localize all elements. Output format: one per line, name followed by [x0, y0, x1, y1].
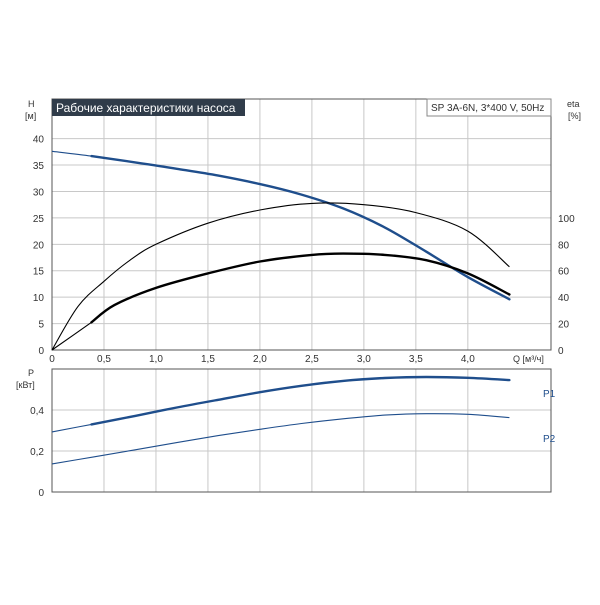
power-axis-unit: [кВт]: [16, 380, 35, 390]
y-left-tick-label: 0: [38, 346, 44, 357]
x-tick-label: 2,0: [253, 354, 267, 365]
x-tick-label: 0: [49, 354, 55, 365]
series-line-eta_pump: [90, 252, 511, 324]
y-right-tick-label: 20: [558, 320, 570, 331]
y-left-tick-label: 5: [38, 320, 44, 331]
power-tick-label: 0: [38, 488, 44, 499]
y-left-unit: [м]: [25, 111, 36, 121]
power-tick-label: 0,2: [30, 447, 44, 458]
y-right-tick-label: 0: [558, 346, 564, 357]
series-lines: [51, 150, 511, 465]
panel-frames: [51, 98, 552, 493]
y-right-unit: [%]: [568, 111, 581, 121]
y-right-tick-label: 60: [558, 267, 570, 278]
y-left-tick-label: 35: [33, 161, 45, 172]
grid-lines: [52, 99, 551, 492]
series-line-p1: [90, 375, 511, 426]
x-axis-label: Q [м³/ч]: [513, 354, 544, 364]
chart-title-background: [52, 99, 245, 116]
chart-title: Рабочие характеристики насоса: [56, 101, 236, 115]
y-right-tick-label: 80: [558, 240, 570, 251]
series-line-p1-thin: [51, 376, 510, 433]
x-tick-label: 1,5: [201, 354, 215, 365]
y-right-tick-label: 40: [558, 293, 570, 304]
series-line-head-thin: [51, 150, 510, 300]
series-line-head: [90, 154, 511, 301]
y-left-tick-label: 20: [33, 240, 45, 251]
y-left-label: H: [28, 99, 35, 109]
y-left-tick-label: 10: [33, 293, 45, 304]
power-tick-label: 0,4: [30, 406, 44, 417]
power-axis-label: P: [28, 368, 34, 378]
y-left-tick-label: 40: [33, 135, 45, 146]
series-label-p2: P2: [543, 434, 556, 445]
x-tick-label: 0,5: [97, 354, 111, 365]
y-right-label: eta: [567, 99, 580, 109]
series-line-p2: [51, 413, 510, 465]
tick-labels: 0 0,5 1,0 1,5 2,0 2,5 3,0 3,5 4,0 0 5 10 15 20 25 30 35 4…: [30, 135, 575, 499]
x-tick-label: 4,0: [461, 354, 475, 365]
series-line-eta: [51, 202, 510, 351]
series-label-p1: P1: [543, 389, 556, 400]
x-tick-label: 3,5: [409, 354, 423, 365]
x-tick-label: 1,0: [149, 354, 163, 365]
model-label: SP 3A-6N, 3*400 V, 50Hz: [431, 103, 544, 114]
y-left-tick-label: 30: [33, 187, 45, 198]
y-right-tick-label: 100: [558, 214, 575, 225]
y-left-tick-label: 25: [33, 214, 45, 225]
x-tick-label: 3,0: [357, 354, 371, 365]
bottom-panel-frame: [51, 368, 552, 493]
top-panel-frame: [51, 98, 552, 351]
model-label-box: [426, 98, 552, 117]
y-left-tick-label: 15: [33, 267, 45, 278]
x-tick-label: 2,5: [305, 354, 319, 365]
